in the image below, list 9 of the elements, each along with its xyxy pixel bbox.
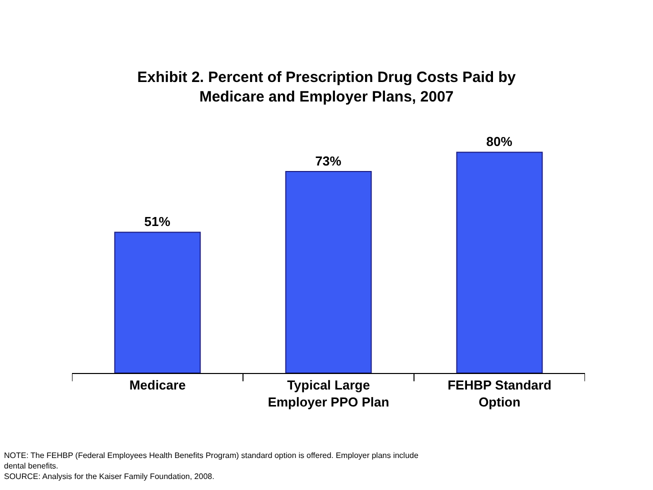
chart-title: Exhibit 2. Percent of Prescription Drug Costs Paid by Medicare and Employer Plans, 2007 (137, 69, 516, 106)
x-tick-label: Typical Large Employer PPO Plan (268, 378, 390, 410)
x-tick-label: FEHBP Standard Option (448, 378, 552, 410)
data-label: 73% (315, 154, 342, 169)
source-note: SOURCE: Analysis for the Kaiser Family Foundation, 2008. (4, 472, 214, 481)
data-label: 51% (144, 214, 171, 230)
text: NOTE: The FEHBP (Federal Employees Health Benefits Program) standard option is offered. Employer plans include dental benefits. (4, 451, 419, 470)
data-label: 80% (486, 134, 513, 150)
x-tick-label: Medicare (129, 378, 186, 393)
